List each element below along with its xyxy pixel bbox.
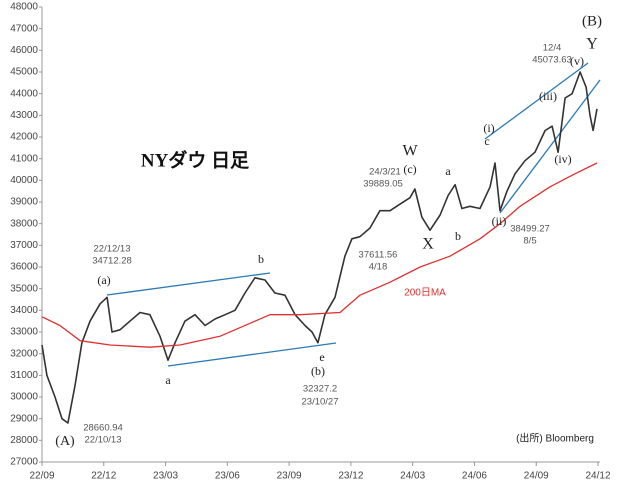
y-tick-label: 38000 (10, 218, 38, 229)
annotation: e (319, 350, 324, 364)
y-tick-label: 44000 (10, 88, 38, 99)
annotation: W (402, 143, 418, 160)
trend-line (484, 62, 589, 140)
x-tick-label: 24/12 (585, 471, 610, 482)
annotation: 8/5 (523, 236, 536, 247)
annotation: (iii) (539, 89, 557, 103)
y-tick-label: 45000 (10, 67, 38, 78)
y-tick-label: 37000 (10, 240, 38, 251)
annotation: (a) (97, 273, 110, 287)
annotation: 23/10/27 (302, 397, 339, 408)
annotation: 32327.2 (303, 384, 337, 395)
annotation: (iv) (554, 152, 571, 166)
chart-title: NYダウ 日足 (141, 148, 250, 171)
annotation: 37611.56 (359, 250, 398, 261)
y-tick-label: 41000 (10, 153, 38, 164)
x-tick-label: 22/12 (91, 471, 116, 482)
legend-label: 200日MA (404, 288, 446, 299)
price-line (41, 71, 598, 424)
annotation: (c) (403, 162, 416, 176)
annotation: 34712.28 (92, 256, 132, 267)
annotation: 38499.27 (510, 224, 550, 235)
y-tick-label: 42000 (10, 132, 38, 143)
y-tick-label: 48000 (10, 2, 38, 13)
trend-line (167, 342, 337, 367)
y-tick-label: 33000 (10, 327, 38, 338)
annotation: (B) (582, 13, 602, 29)
annotation: 4/18 (369, 262, 388, 273)
annotation: (A) (55, 434, 75, 449)
annotation: (i) (483, 121, 494, 135)
x-tick-label: 24/03 (400, 471, 425, 482)
y-tick-label: 46000 (10, 45, 38, 56)
annotation: (v) (570, 54, 584, 68)
annotation: 12/4 (543, 43, 562, 54)
annotation: 45073.63 (532, 55, 572, 66)
y-tick-label: 40000 (10, 175, 38, 186)
annotation: Y (586, 36, 598, 53)
y-tick-label: 35000 (10, 283, 38, 294)
source: (出所) Bloomberg (516, 432, 594, 445)
trend-line (106, 272, 271, 296)
y-tick-label: 29000 (10, 413, 38, 424)
y-tick-label: 36000 (10, 262, 38, 273)
annotation: 22/10/13 (85, 435, 122, 446)
x-tick-label: 23/06 (215, 471, 240, 482)
annotation: 22/12/13 (94, 244, 131, 255)
y-tick-label: 30000 (10, 392, 38, 403)
x-tick-label: 22/09 (29, 471, 54, 482)
y-tick-label: 32000 (10, 348, 38, 359)
annotation: X (422, 236, 434, 253)
ma-line (41, 162, 598, 348)
y-tick-label: 27000 (10, 457, 38, 468)
annotation: b (455, 229, 461, 243)
annotation: 39889.05 (363, 179, 403, 190)
x-tick-label: 23/03 (153, 471, 178, 482)
trend-line (499, 79, 601, 214)
annotation: 28660.94 (83, 423, 123, 434)
y-tick-label: 28000 (10, 435, 38, 446)
x-tick-label: 24/06 (462, 471, 487, 482)
annotation: b (258, 252, 264, 266)
annotation: (ii) (492, 214, 507, 228)
annotation: (b) (311, 364, 325, 378)
y-tick-label: 39000 (10, 197, 38, 208)
annotation: a (165, 373, 171, 387)
y-tick-label: 34000 (10, 305, 38, 316)
y-tick-label: 47000 (10, 23, 38, 34)
annotation: 24/3/21 (369, 167, 401, 178)
annotation: a (445, 164, 451, 178)
y-tick-label: 31000 (10, 370, 38, 381)
x-tick-label: 24/09 (524, 471, 549, 482)
annotation: c (484, 134, 489, 148)
y-tick-label: 43000 (10, 110, 38, 121)
x-tick-label: 23/09 (277, 471, 302, 482)
x-tick-label: 23/12 (338, 471, 363, 482)
